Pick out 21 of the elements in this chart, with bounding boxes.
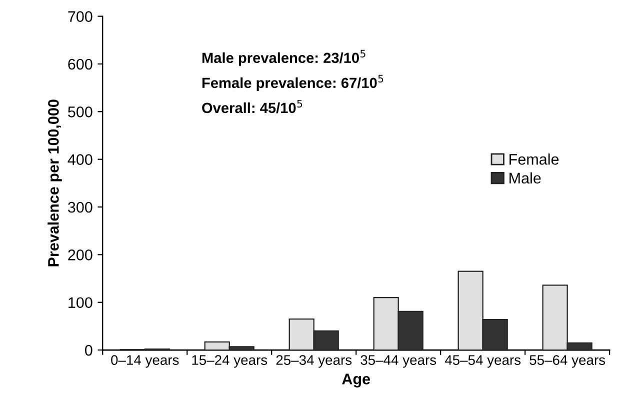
legend-label: Female	[510, 154, 559, 165]
y-tick-label: 0	[85, 344, 92, 356]
x-tick-label: 55–64 years	[530, 355, 606, 368]
x-tick-label: 0–14 years	[111, 355, 179, 368]
annotation: Male prevalence: 23/10$^{5}$	[202, 50, 366, 66]
x-tick-label: 35–44 years	[360, 355, 436, 368]
x-tick-label: 25–34 years	[276, 355, 352, 368]
y-tick-label: 200	[68, 250, 92, 260]
x-axis-title: Age	[342, 374, 370, 388]
x-tick-label: 15–24 years	[192, 355, 268, 368]
y-tick-label: 700	[68, 11, 92, 22]
x-tick-label: 45–54 years	[444, 355, 521, 368]
y-tick-label: 600	[68, 58, 92, 70]
legend-label: Male	[510, 172, 541, 184]
y-tick-label: 100	[68, 297, 92, 308]
y-tick-label: 400	[68, 154, 92, 165]
y-axis-title: Prevalence per 100,000	[48, 100, 62, 266]
annotation: Female prevalence: 67/10$^{5}$	[202, 74, 384, 91]
annotation: Overall: 45/10$^{5}$	[202, 100, 302, 114]
y-tick-label: 300	[68, 202, 92, 213]
y-tick-label: 500	[68, 106, 92, 118]
